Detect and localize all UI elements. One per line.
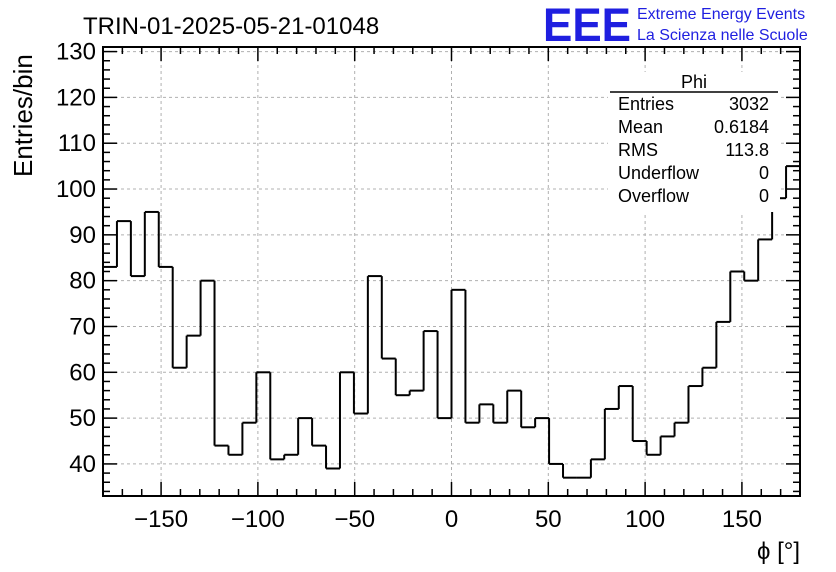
stats-row-label: Entries — [618, 94, 674, 114]
stats-title: Phi — [681, 72, 707, 92]
y-axis: 40 50 60 70 80 90 100 110 120 130 — [56, 39, 800, 493]
stats-row-value: 0.6184 — [714, 117, 769, 137]
x-tick-label: −50 — [334, 506, 375, 533]
y-tick-label: 50 — [69, 405, 96, 432]
eee-logo-letters: EEE — [543, 0, 631, 51]
histogram-steps — [103, 165, 800, 479]
stats-row-value: 3032 — [729, 94, 769, 114]
stats-row-label: Overflow — [618, 186, 690, 206]
y-tick-label: 110 — [58, 130, 96, 157]
stats-row-label: Underflow — [618, 163, 700, 183]
eee-logo-line1: Extreme Energy Events — [637, 6, 805, 23]
y-tick-label: 130 — [56, 39, 96, 66]
stats-row-value: 0 — [759, 186, 769, 206]
x-axis: −150 −100 −50 0 50 100 150 — [102, 47, 801, 533]
stats-row-label: Mean — [618, 117, 663, 137]
y-tick-label: 80 — [69, 268, 96, 295]
run-title: TRIN-01-2025-05-21-01048 — [83, 13, 379, 40]
y-tick-label: 70 — [69, 313, 96, 340]
x-tick-label: −150 — [134, 506, 188, 533]
y-tick-label: 100 — [56, 176, 96, 203]
eee-logo-line2: La Scienza nelle Scuole — [637, 27, 808, 44]
stats-box: Phi Entries 3032 Mean 0.6184 RMS 113.8 Underfl… — [608, 72, 780, 212]
x-tick-label: −100 — [231, 506, 285, 533]
x-tick-label: 100 — [625, 506, 665, 533]
y-axis-label: Entries/bin — [8, 54, 38, 177]
y-tick-label: 60 — [69, 359, 96, 386]
eee-logo: EEE Extreme Energy Events La Scienza nel… — [543, 0, 808, 51]
stats-box-background — [608, 72, 780, 212]
x-tick-label: 150 — [722, 506, 762, 533]
stats-row-label: RMS — [618, 140, 658, 160]
y-tick-label: 90 — [69, 222, 96, 249]
x-axis-label: ϕ [°] — [757, 538, 800, 565]
y-tick-label: 40 — [69, 451, 96, 478]
x-tick-label: 0 — [445, 506, 458, 533]
x-tick-label: 50 — [535, 506, 562, 533]
y-tick-label: 120 — [56, 84, 96, 111]
stats-row-value: 0 — [759, 163, 769, 183]
stats-row-value: 113.8 — [725, 140, 769, 160]
